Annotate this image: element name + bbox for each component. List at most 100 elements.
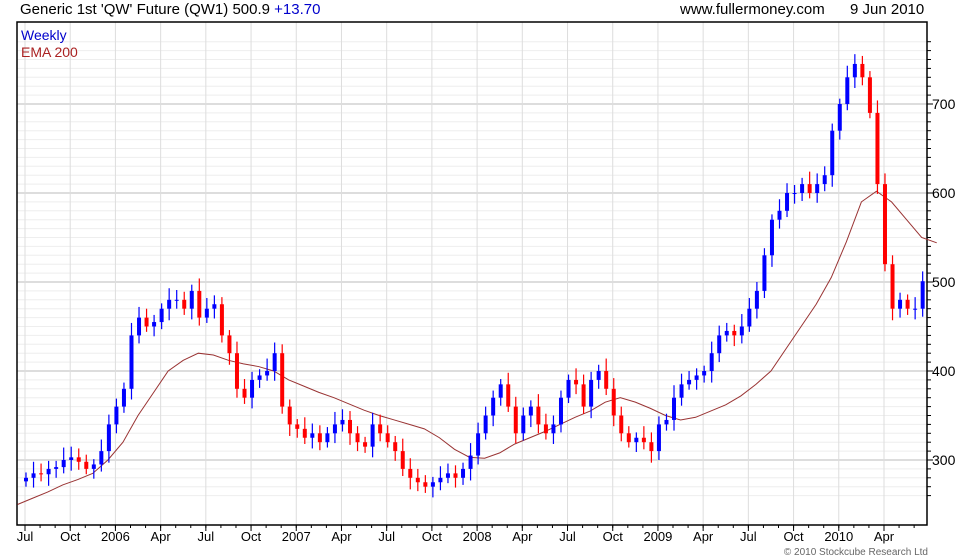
candle-body [69, 457, 74, 460]
candle-body [212, 304, 217, 309]
x-tick-label: Jul [378, 529, 395, 544]
candle-body [717, 335, 722, 354]
candle-body [754, 290, 759, 309]
candle-body [167, 299, 172, 309]
candle-body [867, 77, 872, 113]
candle-body [498, 384, 503, 398]
candle-body [656, 424, 661, 452]
candle-body [332, 424, 337, 434]
candle-body [257, 375, 262, 380]
candle-body [822, 175, 827, 185]
candle [619, 406, 624, 442]
candle [39, 463, 44, 482]
candle [882, 173, 887, 272]
candle [777, 199, 782, 229]
candle-body [506, 384, 511, 407]
candle-body [189, 290, 194, 309]
candle-body [408, 468, 413, 478]
candle-body [513, 406, 518, 434]
candle [227, 330, 232, 365]
chart-date: 9 Jun 2010 [850, 1, 925, 18]
candle [558, 390, 563, 433]
candle [189, 284, 194, 320]
y-tick-label: 400 [932, 363, 956, 379]
candle [732, 324, 737, 347]
candle [920, 271, 925, 317]
candle-body [785, 193, 790, 211]
x-tick-label: Apr [331, 529, 352, 544]
candle [438, 466, 443, 491]
candle [461, 462, 466, 485]
candle [491, 390, 496, 427]
candle-body [800, 184, 805, 193]
candle [754, 282, 759, 319]
candle-body [54, 467, 59, 469]
candle-body [604, 371, 609, 389]
candle [506, 372, 511, 412]
candle-body [242, 388, 247, 398]
candle [340, 409, 345, 432]
candle [724, 322, 729, 342]
candle-body [295, 424, 300, 429]
candle-body [91, 464, 96, 469]
candle-body [672, 397, 677, 420]
x-tick-label: 2008 [463, 529, 492, 544]
candle [837, 98, 842, 140]
candle-body [611, 388, 616, 416]
candle [310, 423, 315, 449]
y-tick-label: 500 [932, 274, 956, 290]
x-tick-label: Jul [198, 529, 215, 544]
candle [445, 463, 450, 484]
candle [61, 447, 66, 474]
candle [174, 290, 179, 309]
candle [898, 292, 903, 318]
candle [687, 371, 692, 390]
candle [219, 297, 224, 343]
candle [302, 417, 307, 444]
candle-body [461, 468, 466, 478]
candle [265, 358, 270, 381]
copyright: © 2010 Stockcube Research Ltd [783, 547, 928, 558]
candle-body [709, 353, 714, 371]
candle [581, 374, 586, 414]
candle-body [468, 455, 473, 469]
candle-body [491, 397, 496, 416]
candle-body [543, 424, 548, 434]
candle-body [423, 482, 428, 487]
candle-body [860, 63, 865, 78]
candle [611, 378, 616, 427]
site-link[interactable]: www.fullermoney.com [680, 1, 825, 18]
candle [852, 54, 857, 88]
candle [626, 426, 631, 448]
x-tick-label: 2009 [643, 529, 672, 544]
candle-body [747, 308, 752, 327]
candle-body [769, 219, 774, 256]
candle [385, 425, 390, 448]
candle-body [581, 384, 586, 407]
candle [31, 461, 36, 488]
candle [24, 472, 28, 487]
candle [551, 415, 556, 444]
candle [129, 322, 134, 400]
candle-body [400, 451, 405, 469]
candle-body [76, 457, 81, 462]
candle-body [574, 379, 579, 385]
candle [287, 399, 292, 436]
candle-body [197, 290, 202, 318]
candle [702, 365, 707, 383]
price-change: +13.70 [274, 1, 321, 18]
candle [634, 432, 639, 452]
candle [747, 298, 752, 332]
candle-body [852, 63, 857, 78]
candle [46, 460, 51, 486]
candle-body [415, 477, 420, 483]
candle [890, 255, 895, 321]
candle [137, 306, 142, 344]
x-tick-label: 2010 [824, 529, 853, 544]
candle [250, 371, 255, 409]
x-tick-label: Jul [740, 529, 757, 544]
candle-body [204, 308, 209, 318]
candle [182, 291, 187, 315]
candle [76, 448, 81, 470]
